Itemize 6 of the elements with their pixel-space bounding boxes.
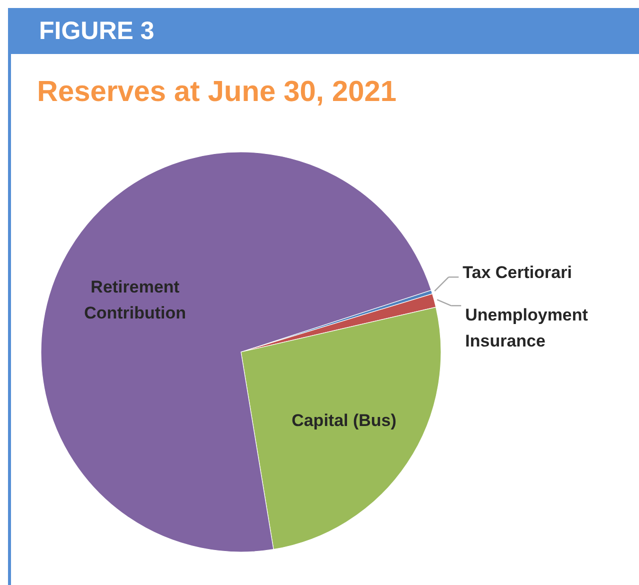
chart-title: Reserves at June 30, 2021 [37, 76, 398, 109]
caption: FIGURE 3 [11, 8, 639, 54]
slice-label: Retirement Contribution [84, 278, 186, 323]
slice-label: Tax Certiorari [462, 263, 572, 282]
slice-label: Unemployment Insurance [465, 306, 588, 351]
slice-label: Capital (Bus) [292, 411, 396, 430]
